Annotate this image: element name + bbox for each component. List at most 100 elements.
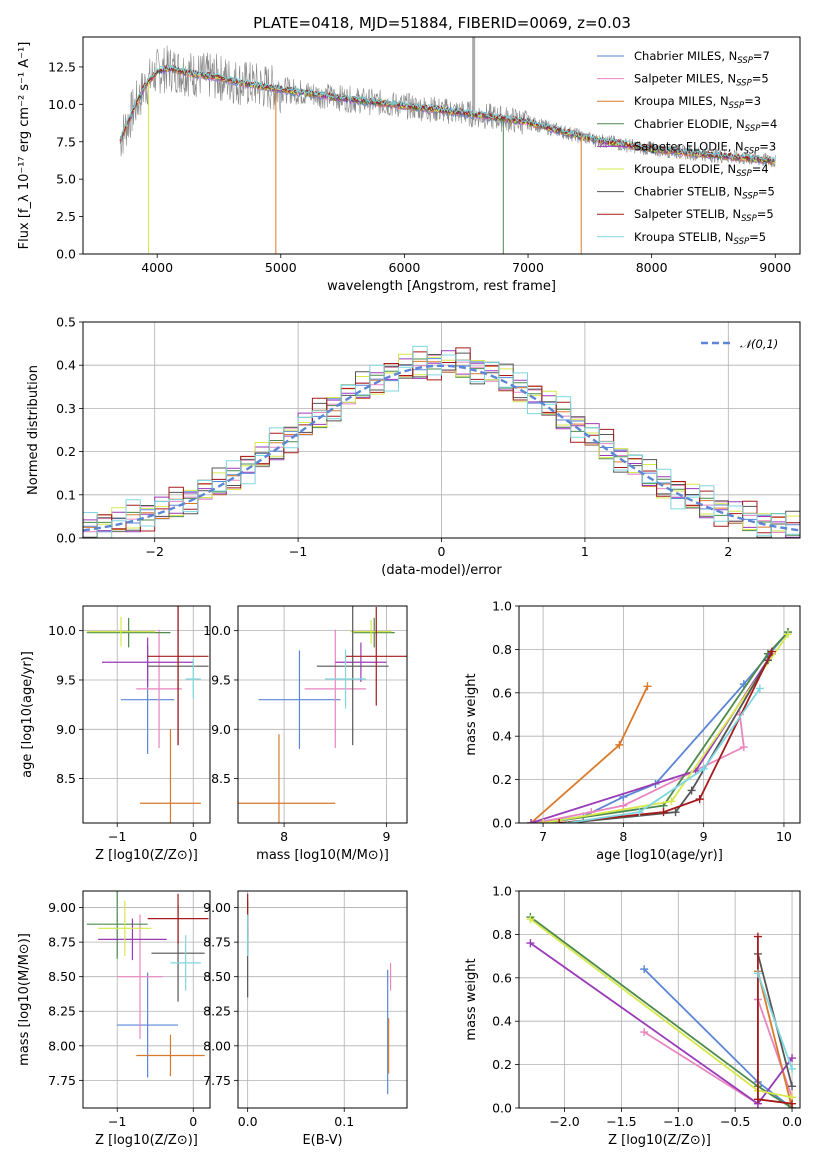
y-tick-label: 9.00 [48,900,76,915]
y-tick-label: 10.0 [203,623,231,638]
legend-name: Chabrier STELIB, N [634,185,742,199]
x-tick-label: 0.1 [334,1114,354,1129]
y-tick-label: 0.0 [56,247,76,262]
weight-marker-4-2 [788,1054,797,1063]
axes-frame [82,890,211,1109]
axes-frame [518,605,801,824]
weight-marker-7-2 [695,795,704,804]
legend-count: =7 [753,49,770,63]
legend-name: Kroupa MILES, N [634,94,729,108]
panel-mass-weight-vs-age: 7 8 9 10 0.0 0.2 0.4 0.6 0.8 1.0 age [log10(age/yr… [464,599,801,863]
y-tick-label: 0.2 [492,772,512,787]
y-tick-label: 0.8 [492,642,512,657]
x-tick-label: 8000 [636,260,668,275]
x-tick-label: −1 [289,544,307,559]
x-axis-label: mass [log10(M/M⊙)] [256,848,389,863]
plot-area [526,913,797,1108]
plot-area [119,37,776,254]
y-axis-label: mass weight [464,958,479,1040]
x-tick-label: −1.5 [606,1114,636,1129]
plot-area [238,606,407,823]
panel-mass-vs-EBV: 0.0 0.1 7.75 8.00 8.25 8.50 8.75 9.00 E(B-V) [203,890,408,1148]
panel-mass-vs-Z: −1 0 7.75 8.00 8.25 8.50 8.75 9.00 Z [log10(Z/Z⊙… [17,890,211,1148]
x-tick-label: 5000 [265,260,297,275]
y-tick-label: 10.0 [48,97,76,112]
weight-marker-7-1 [753,1095,762,1104]
legend-subscript: SSP [745,124,761,134]
y-tick-label: 9.0 [56,722,76,737]
x-axis-label: age [log10(age/yr)] [596,848,723,863]
weight-marker-5-0 [539,819,548,823]
weight-marker-8-0 [753,969,762,978]
y-tick-label: 9.5 [56,672,76,687]
plot-area [86,606,209,823]
legend-subscript: SSP [737,56,753,66]
normal-curve [83,364,800,532]
legend-name: Chabrier ELODIE, N [634,117,745,131]
legend-subscript: SSP [742,192,758,202]
legend-label-3: Chabrier ELODIE, NSSP=4 [634,117,777,134]
y-tick-label: 0.4 [56,358,76,373]
x-tick-label: −1.0 [663,1114,693,1129]
legend-label-4: Salpeter ELODIE, NSSP=3 [634,139,776,156]
legend-count: =5 [749,230,766,244]
weight-marker-1-3 [739,743,748,752]
weight-marker-2-1 [615,740,624,749]
weight-marker-1-0 [640,1028,649,1037]
y-axis-label: age [log10(age/yr)] [20,651,35,778]
legend-subscript: SSP [741,214,757,224]
weight-line-6 [567,659,769,823]
panel-residuals: −2 −1 0 1 2 0.0 0.1 0.2 0.3 0.4 0.5 (data-model)/er… [26,315,801,578]
axes-frame [82,36,801,255]
weight-marker-4-0 [526,939,535,948]
y-tick-label: 2.5 [56,209,76,224]
legend-label-1: Salpeter MILES, NSSP=5 [634,72,769,89]
y-tick-label: 1.0 [492,599,512,614]
y-tick-label: 8.5 [56,771,76,786]
weight-line-2 [757,971,793,1108]
legend-subscript: SSP [729,101,745,111]
legend-subscript: SSP [736,169,752,179]
model-spectrum-8 [119,63,776,163]
legend-name: Chabrier MILES, N [634,49,737,63]
legend-label-6: Chabrier STELIB, NSSP=5 [634,185,775,202]
x-tick-label: 9 [383,829,391,844]
plot-area [86,891,209,1078]
legend-count: =4 [752,162,769,176]
x-tick-label: 6000 [389,260,421,275]
y-tick-label: 0.5 [56,315,76,330]
weight-marker-7-2 [788,1099,797,1108]
weight-marker-6-1 [671,808,680,817]
weight-line-4 [529,942,793,1105]
y-tick-label: 9.5 [211,672,231,687]
x-tick-label: 7000 [512,260,544,275]
weight-marker-1-2 [619,801,628,810]
y-tick-label: 8.75 [203,935,231,950]
y-tick-label: 0.2 [492,1057,512,1072]
y-tick-label: 0.4 [492,729,512,744]
x-tick-label: 10 [776,829,792,844]
legend-name: Salpeter ELODIE, N [634,139,744,153]
figure-title: PLATE=0418, MJD=51884, FIBERID=0069, z=0… [253,14,631,32]
legend-count: =5 [752,72,769,86]
y-tick-label: 0.1 [56,487,76,502]
x-tick-label: 1 [581,544,589,559]
weight-marker-6-2 [687,786,696,795]
legend-label-8: Kroupa STELIB, NSSP=5 [634,230,766,247]
weight-marker-7-3 [767,647,776,656]
x-axis-label: wavelength [Angstrom, rest frame] [327,279,556,294]
y-axis-label: mass [log10(M/M⊙)] [17,933,32,1066]
weight-line-0 [534,631,789,823]
y-tick-label: 8.25 [203,1004,231,1019]
plot-area [83,345,800,538]
x-axis-label: (data-model)/error [381,563,502,578]
x-tick-label: 0 [189,1114,197,1129]
legend-name: Salpeter MILES, N [634,72,736,86]
y-tick-label: 12.5 [48,59,76,74]
weight-marker-6-1 [788,1082,797,1091]
axes-frame [82,321,801,539]
y-tick-label: 8.5 [211,771,231,786]
weight-marker-7-0 [753,932,762,941]
y-tick-label: 0.4 [492,1014,512,1029]
x-tick-label: 8 [280,829,288,844]
